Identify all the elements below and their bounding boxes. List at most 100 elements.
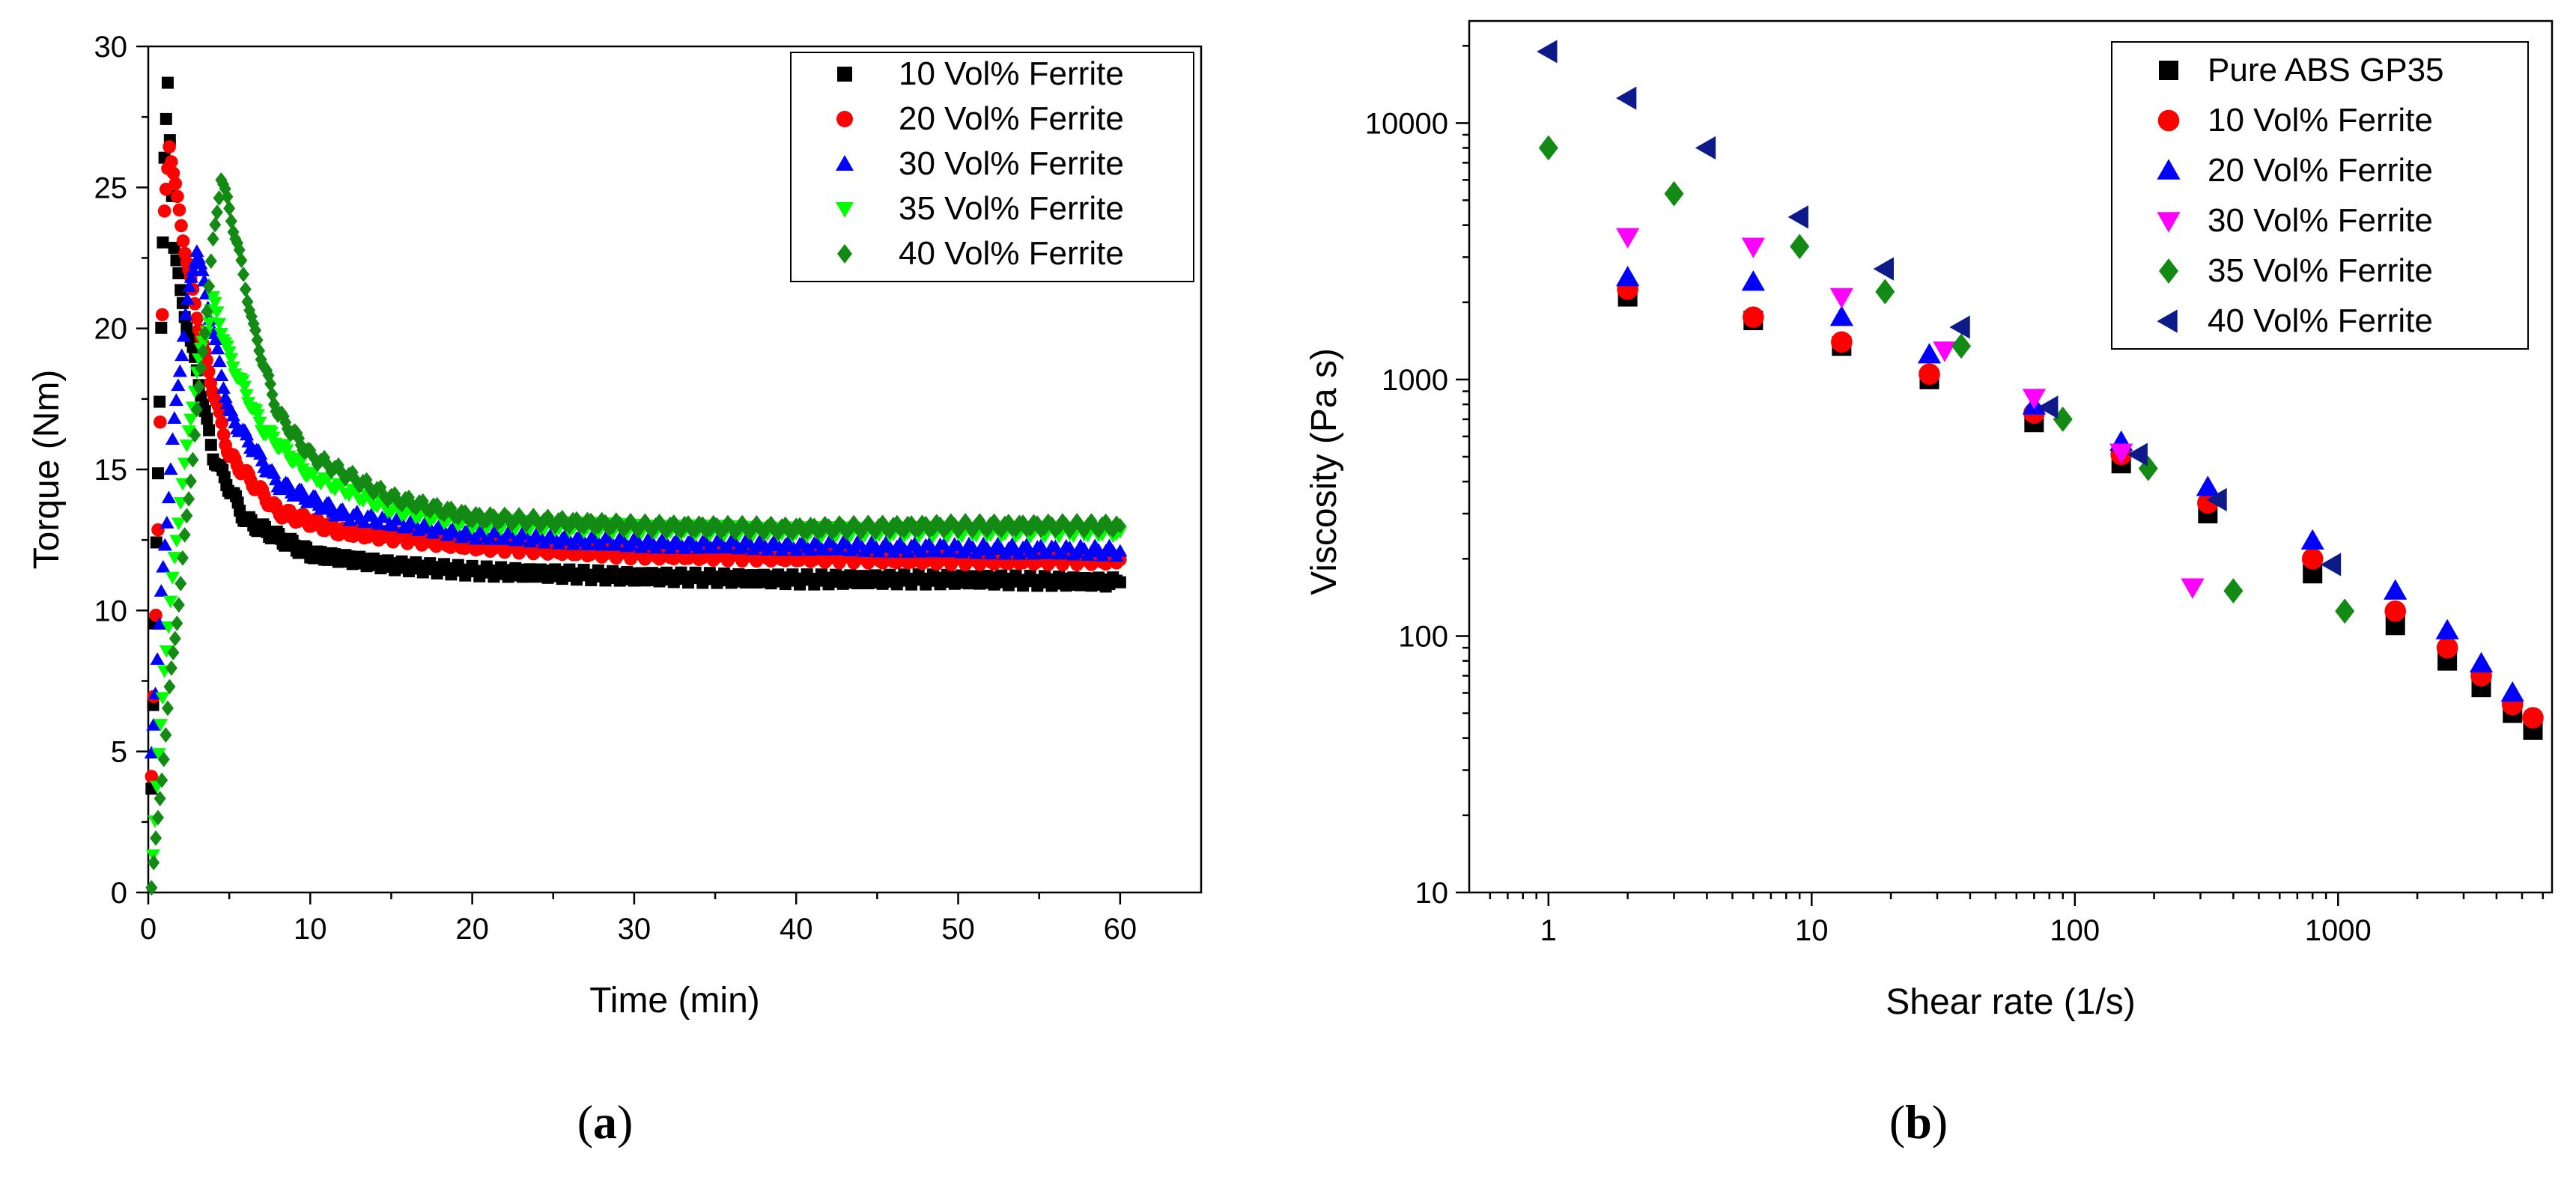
data-point [151, 467, 164, 480]
data-point [193, 256, 208, 270]
data-point [216, 381, 231, 394]
data-point [213, 190, 225, 206]
data-point [371, 517, 386, 530]
data-point [192, 379, 205, 395]
data-point [483, 532, 498, 545]
data-point [2384, 600, 2407, 622]
y-tick-label: 20 [94, 313, 128, 346]
data-point [1741, 270, 1765, 291]
legend-label: 35 Vol% Ferrite [2208, 252, 2433, 289]
data-point [208, 332, 223, 346]
data-point [252, 416, 267, 430]
data-point [157, 204, 171, 218]
data-point [163, 595, 178, 609]
data-point [183, 491, 195, 507]
data-point [171, 378, 186, 392]
series-40-vol-ferrite [1537, 40, 2342, 577]
data-point [165, 571, 180, 585]
x-tick-label: 20 [455, 913, 489, 946]
data-point [209, 216, 222, 233]
x-tick-label: 10 [294, 913, 327, 946]
data-point [237, 380, 252, 394]
data-point [213, 406, 227, 419]
legend: Pure ABS GP35 10 Vol% Ferrite 20 Vol% Ferr… [2111, 41, 2529, 350]
data-point [224, 353, 239, 366]
series-10-vol-ferrite [145, 76, 1126, 795]
y-tick-label: 0 [111, 877, 127, 910]
x-tick-label: 1000 [2305, 914, 2372, 947]
data-point [497, 532, 512, 545]
data-point [155, 321, 168, 334]
legend-label: 10 Vol% Ferrite [2208, 102, 2433, 139]
data-point [204, 253, 217, 270]
data-point [189, 244, 204, 258]
data-point [1829, 305, 1853, 326]
data-point [1949, 315, 1970, 339]
data-point [253, 447, 268, 460]
legend-marker [836, 111, 853, 127]
data-point [1114, 517, 1126, 534]
data-point [1069, 545, 1084, 559]
data-point [183, 270, 198, 283]
panel-paren-open: ( [1889, 1095, 1905, 1149]
data-point [157, 538, 172, 551]
data-point [233, 242, 246, 258]
data-point [203, 424, 216, 437]
y-tick-label: 15 [94, 454, 128, 487]
data-point [162, 140, 176, 153]
data-point [150, 830, 162, 846]
data-point [167, 411, 182, 424]
data-point [168, 393, 183, 407]
data-point [239, 389, 254, 402]
data-point [1538, 135, 1558, 161]
panel-letter: b [1905, 1095, 1932, 1149]
data-point [210, 204, 223, 220]
data-point [251, 332, 264, 348]
data-point [1873, 257, 1894, 281]
data-point [145, 880, 158, 896]
y-tick-label: 30 [94, 31, 128, 64]
legend-marker [2159, 258, 2178, 284]
data-point [1616, 228, 1640, 249]
data-point [171, 517, 186, 531]
data-point [152, 617, 167, 630]
data-point [1664, 180, 1684, 207]
data-point [145, 770, 159, 783]
data-point [168, 630, 181, 647]
data-point [2127, 442, 2148, 466]
data-point [210, 341, 225, 355]
data-point [2320, 553, 2342, 577]
x-tick-label: 1 [1540, 914, 1557, 947]
data-point [511, 532, 526, 545]
data-point [204, 439, 217, 451]
data-point [156, 559, 171, 573]
data-point [2196, 475, 2220, 496]
data-point [2335, 598, 2355, 624]
viscosity-chart-panel: 1 10 100 1000 10 100 1000 10000 Shear rate (1/s)… [1288, 0, 2576, 1180]
data-point [225, 213, 237, 229]
data-point [166, 166, 180, 180]
data-point [958, 544, 973, 556]
legend-label: 30 Vol% Ferrite [899, 145, 1124, 182]
x-tick-label: 50 [941, 913, 975, 946]
data-point [189, 427, 201, 443]
data-point [1875, 279, 1895, 305]
data-point [2053, 407, 2073, 432]
data-point [929, 544, 944, 558]
data-point [146, 717, 161, 731]
data-point [171, 189, 184, 204]
data-point [1951, 333, 1972, 359]
data-point [225, 408, 240, 422]
y-tick-label: 25 [94, 171, 128, 204]
data-point [167, 552, 182, 565]
panel-letter: a [593, 1095, 617, 1149]
y-axis-title: Torque (Nm) [27, 370, 67, 570]
data-point [198, 325, 211, 341]
legend-marker [2157, 309, 2178, 333]
panel-label-b: (b) [1889, 1095, 1948, 1149]
data-point [914, 545, 930, 558]
data-point [1026, 547, 1042, 560]
data-point [214, 368, 229, 382]
data-point [195, 360, 207, 377]
data-point [160, 112, 172, 125]
